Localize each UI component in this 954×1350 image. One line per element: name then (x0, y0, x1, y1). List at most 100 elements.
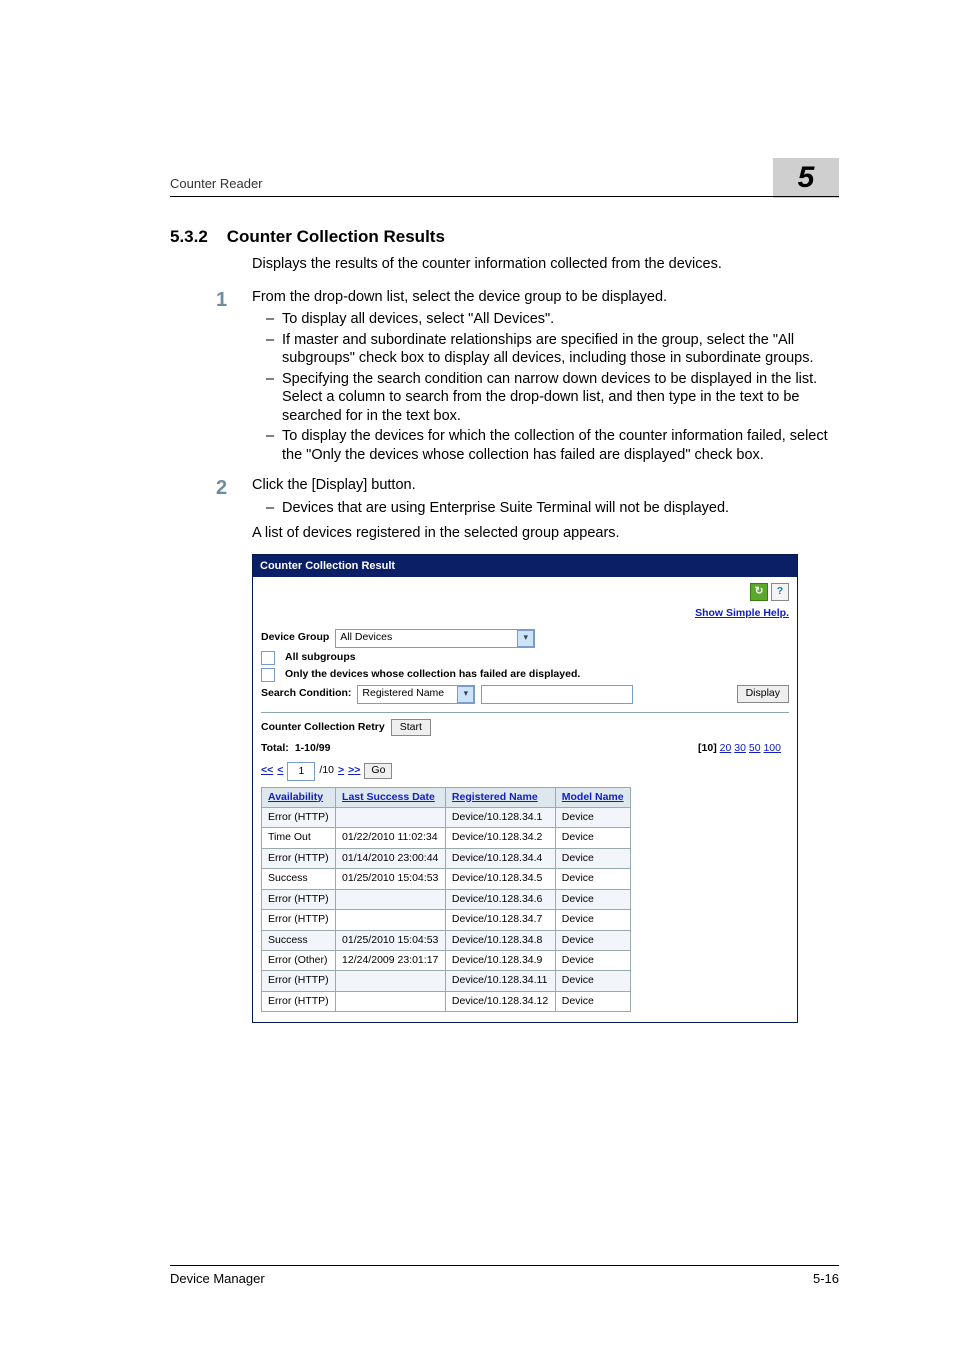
cell: 01/14/2010 23:00:44 (336, 848, 446, 868)
cell: Device (555, 889, 630, 909)
cell (336, 910, 446, 930)
device-group-select-value: All Devices (340, 631, 392, 644)
retry-label: Counter Collection Retry (261, 721, 385, 734)
cell: Error (HTTP) (262, 889, 336, 909)
header-rule (170, 196, 839, 197)
page-size-20[interactable]: 20 (720, 742, 732, 754)
page-size-100[interactable]: 100 (763, 742, 781, 754)
cell: Device/10.128.34.11 (445, 971, 555, 991)
table-row: Error (HTTP) Device/10.128.34.7Device (262, 910, 631, 930)
cell: 01/22/2010 11:02:34 (336, 828, 446, 848)
all-subgroups-label: All subgroups (285, 651, 356, 664)
cell: Error (Other) (262, 951, 336, 971)
cell: Device (555, 971, 630, 991)
cell: Device (555, 991, 630, 1011)
cell: Device (555, 951, 630, 971)
cell (336, 991, 446, 1011)
device-group-label: Device Group (261, 631, 329, 644)
total-value: 1-10/99 (295, 742, 331, 755)
cell: Success (262, 930, 336, 950)
step-2-after-text: A list of devices registered in the sele… (252, 524, 835, 543)
table-row: Success01/25/2010 15:04:53Device/10.128.… (262, 930, 631, 950)
show-simple-help-link[interactable]: Show Simple Help. (695, 607, 789, 619)
pager-page-input[interactable] (287, 762, 315, 781)
step-2-bullet: Devices that are using Enterprise Suite … (252, 499, 835, 518)
step-1-text: From the drop-down list, select the devi… (252, 288, 835, 307)
cell: Device (555, 807, 630, 827)
cell: Device/10.128.34.6 (445, 889, 555, 909)
step-2-number: 2 (216, 476, 227, 502)
pager-first[interactable]: << (261, 764, 273, 777)
header-breadcrumb: Counter Reader (170, 176, 263, 191)
pager-of: /10 (319, 764, 334, 777)
cell (336, 889, 446, 909)
cell (336, 971, 446, 991)
step-1-bullet: Specifying the search condition can narr… (252, 370, 835, 426)
cell: Device (555, 848, 630, 868)
step-1-bullet: If master and subordinate relationships … (252, 331, 835, 368)
footer-left: Device Manager (170, 1271, 265, 1286)
table-row: Error (HTTP)Device/10.128.34.11Device (262, 971, 631, 991)
only-failed-checkbox[interactable] (261, 668, 275, 682)
all-subgroups-checkbox[interactable] (261, 651, 275, 665)
col-registered-name[interactable]: Registered Name (445, 787, 555, 807)
cell: Device (555, 869, 630, 889)
search-text-input[interactable] (481, 685, 633, 704)
table-row: Error (Other)12/24/2009 23:01:17Device/1… (262, 951, 631, 971)
search-condition-select-value: Registered Name (362, 687, 444, 700)
device-group-select[interactable]: All Devices ▾ (335, 629, 535, 648)
chevron-down-icon: ▾ (457, 686, 474, 703)
table-row: Error (HTTP) Device/10.128.34.6Device (262, 889, 631, 909)
total-label: Total: (261, 742, 289, 755)
start-button[interactable]: Start (391, 719, 431, 736)
cell: Device/10.128.34.1 (445, 807, 555, 827)
cell: 12/24/2009 23:01:17 (336, 951, 446, 971)
table-row: Time Out01/22/2010 11:02:34Device/10.128… (262, 828, 631, 848)
step-1-bullet: To display the devices for which the col… (252, 427, 835, 464)
cell: Success (262, 869, 336, 889)
only-failed-label: Only the devices whose collection has fa… (285, 668, 580, 681)
cell: Device/10.128.34.12 (445, 991, 555, 1011)
pager-go-button[interactable]: Go (364, 763, 392, 778)
table-row: Error (HTTP) Device/10.128.34.1Device (262, 807, 631, 827)
cell: Time Out (262, 828, 336, 848)
results-table: Availability Last Success Date Registere… (261, 787, 631, 1013)
chevron-down-icon: ▾ (517, 630, 534, 647)
page-size-selector: [10] 20 30 50 100 (698, 742, 781, 755)
section-number: 5.3.2 (170, 227, 208, 246)
window-titlebar: Counter Collection Result (253, 555, 797, 577)
cell: Device/10.128.34.2 (445, 828, 555, 848)
section-title: Counter Collection Results (227, 227, 445, 246)
pager-next[interactable]: > (338, 764, 344, 777)
table-row: Error (HTTP)01/14/2010 23:00:44Device/10… (262, 848, 631, 868)
cell: Device (555, 828, 630, 848)
cell (336, 807, 446, 827)
search-condition-label: Search Condition: (261, 687, 351, 700)
pager-last[interactable]: >> (348, 764, 360, 777)
col-model-name[interactable]: Model Name (555, 787, 630, 807)
section-heading: 5.3.2 Counter Collection Results (170, 227, 445, 247)
col-last-success-date[interactable]: Last Success Date (336, 787, 446, 807)
cell: Device (555, 930, 630, 950)
page-size-30[interactable]: 30 (734, 742, 746, 754)
cell: Device (555, 910, 630, 930)
cell: Error (HTTP) (262, 910, 336, 930)
refresh-icon[interactable]: ↻ (750, 583, 768, 601)
table-row: Success01/25/2010 15:04:53Device/10.128.… (262, 869, 631, 889)
search-condition-select[interactable]: Registered Name ▾ (357, 685, 475, 704)
table-row: Error (HTTP) Device/10.128.34.12Device (262, 991, 631, 1011)
cell: Device/10.128.34.4 (445, 848, 555, 868)
cell: Error (HTTP) (262, 991, 336, 1011)
page-size-current: [10] (698, 742, 717, 754)
cell: 01/25/2010 15:04:53 (336, 869, 446, 889)
chapter-number-badge: 5 (773, 158, 839, 198)
col-availability[interactable]: Availability (262, 787, 336, 807)
cell: Device/10.128.34.8 (445, 930, 555, 950)
display-button[interactable]: Display (737, 685, 789, 702)
help-icon[interactable]: ? (771, 583, 789, 601)
cell: Error (HTTP) (262, 807, 336, 827)
section-intro: Displays the results of the counter info… (252, 255, 835, 274)
cell: Device/10.128.34.7 (445, 910, 555, 930)
pager-prev[interactable]: < (277, 764, 283, 777)
page-size-50[interactable]: 50 (749, 742, 761, 754)
